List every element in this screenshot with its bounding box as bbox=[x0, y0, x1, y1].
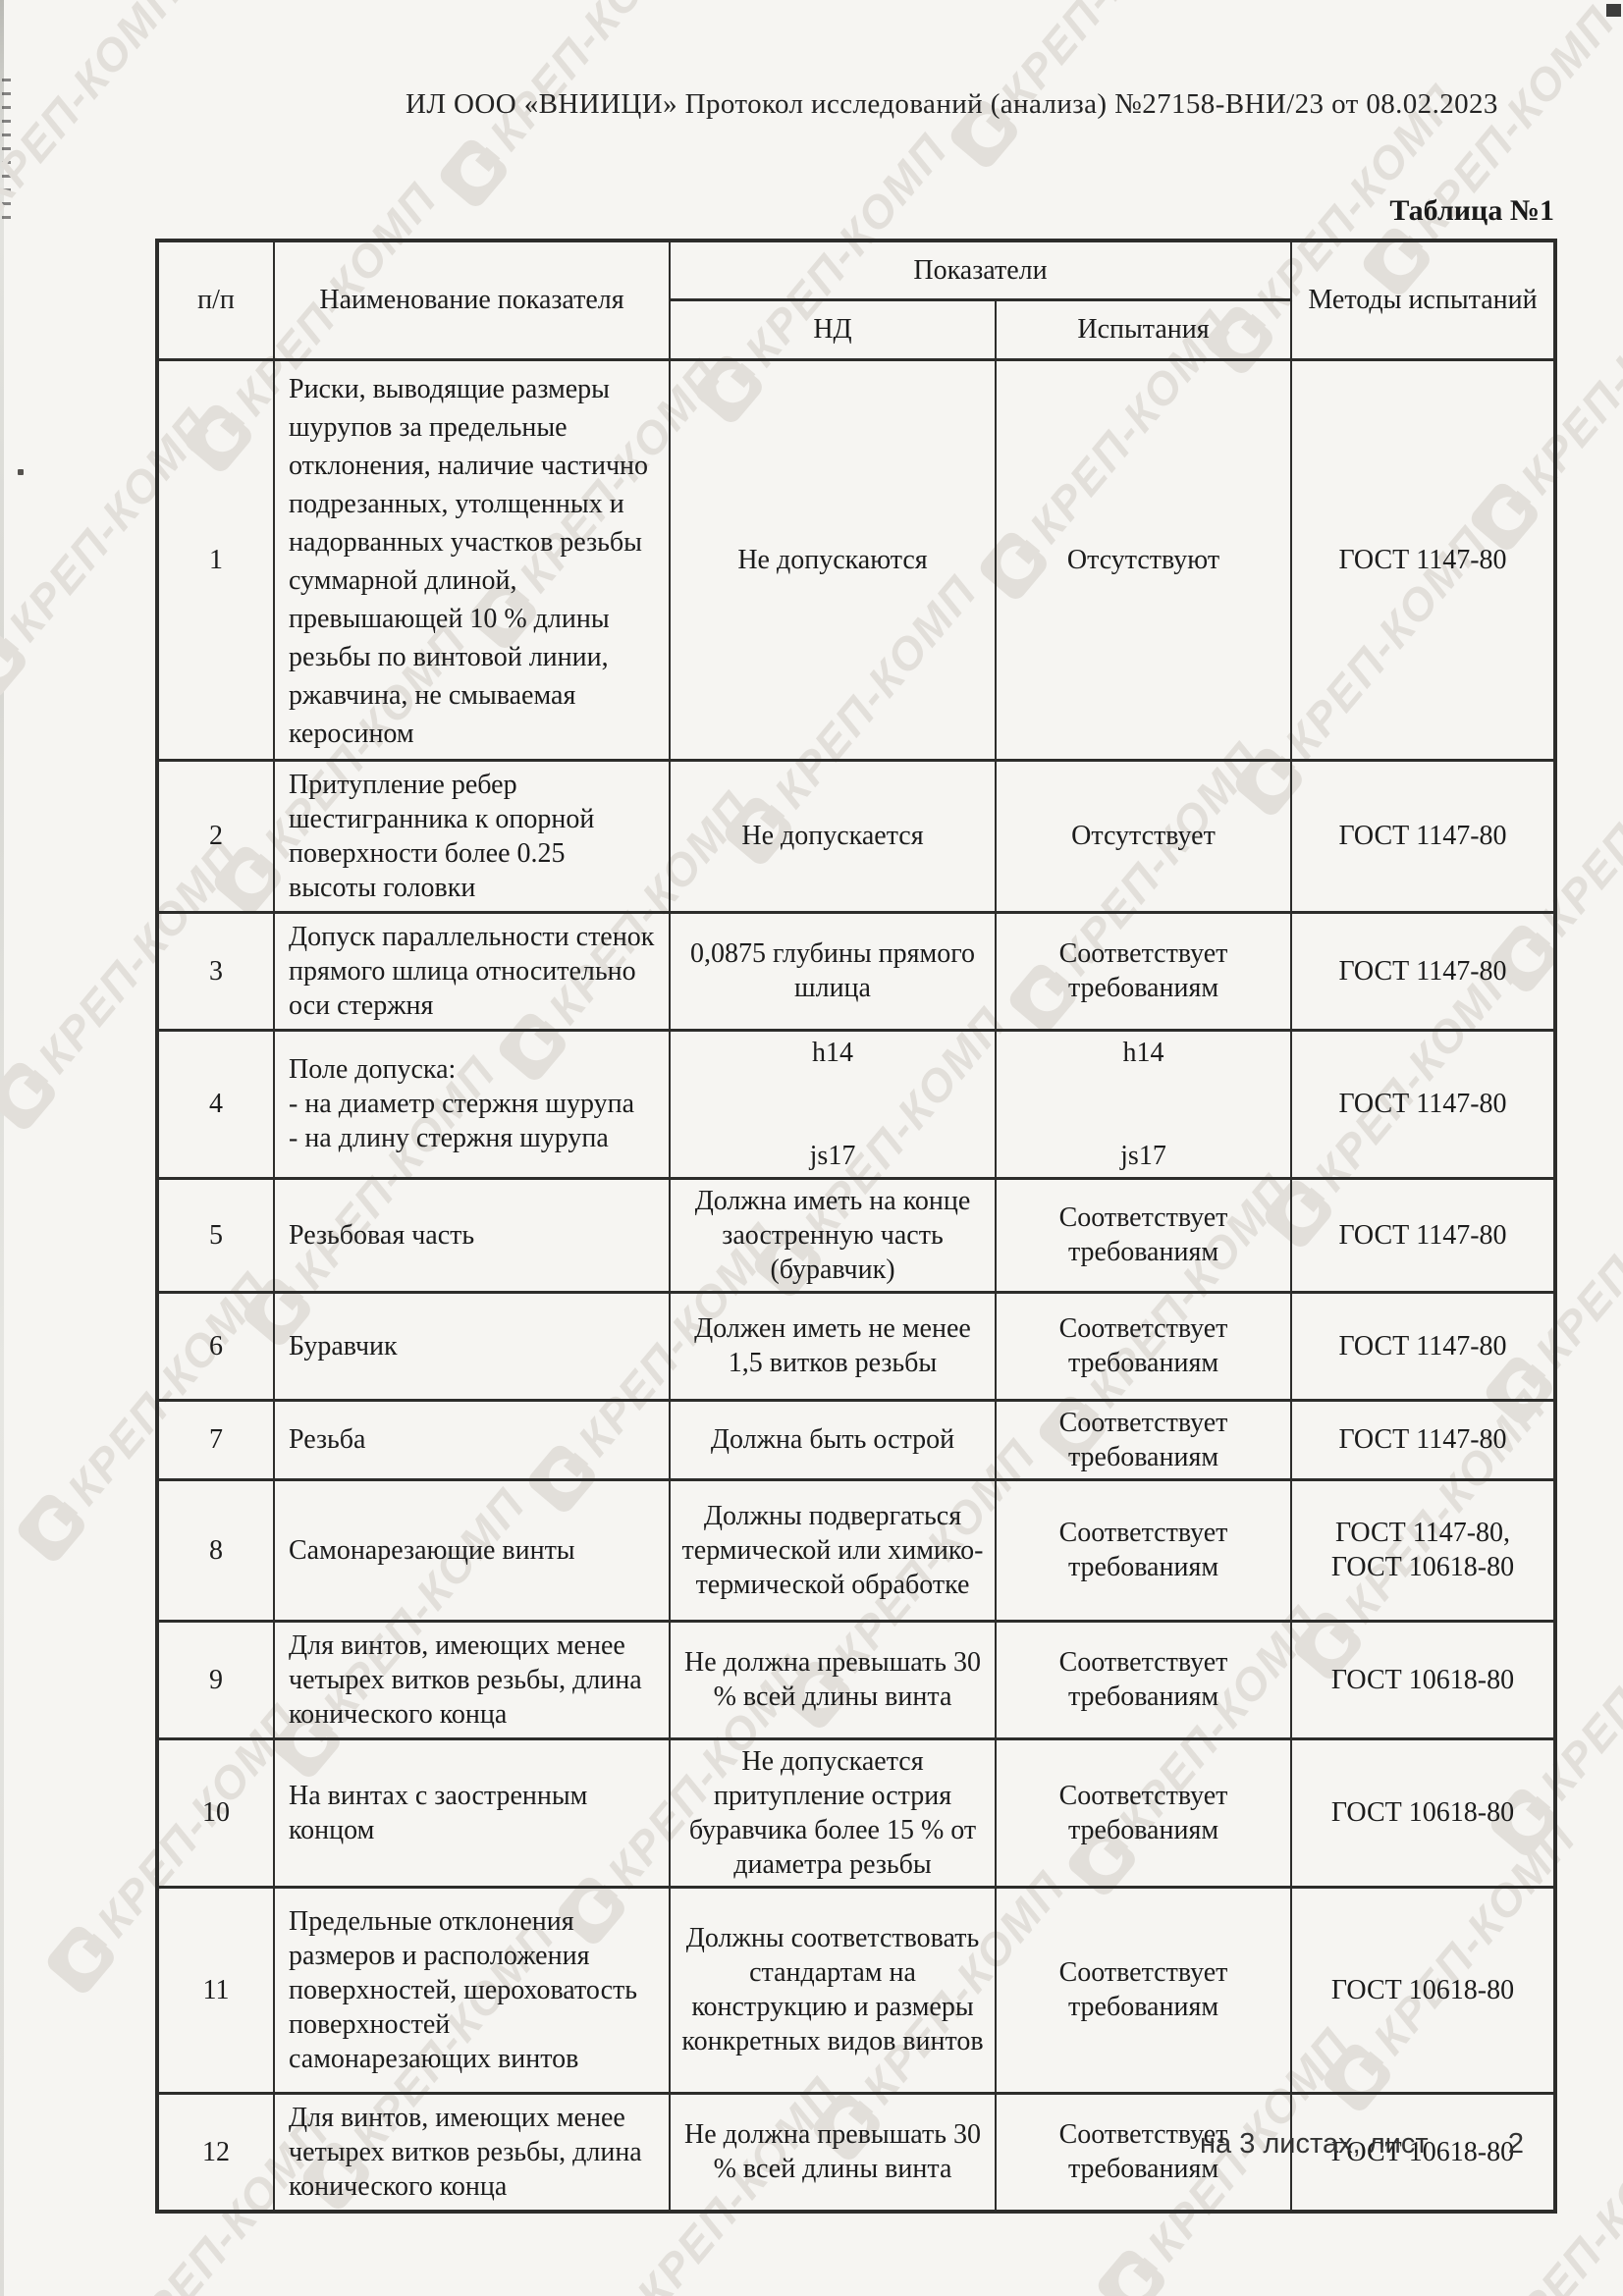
row-num-cell: 1 bbox=[156, 357, 275, 762]
nd-cell: Должна быть острой bbox=[669, 1398, 997, 1481]
method-cell: ГОСТ 1147-80 bbox=[1290, 357, 1556, 762]
method-cell: ГОСТ 10618-80 bbox=[1290, 1736, 1556, 1889]
nd-cell: Должны подвергаться термической или хими… bbox=[669, 1477, 997, 1623]
test-cell: h14 js17 bbox=[995, 1028, 1292, 1180]
nd-cell: Должны соответствовать стандартам на кон… bbox=[669, 1885, 997, 2095]
method-cell: ГОСТ 1147-80 bbox=[1290, 758, 1556, 914]
test-cell: Соответствует требованиям bbox=[995, 1885, 1292, 2095]
method-cell: ГОСТ 1147-80 bbox=[1290, 1176, 1556, 1294]
header-num: п/п bbox=[156, 239, 275, 361]
name-cell: Для винтов, имеющих менее четырех витков… bbox=[273, 2091, 671, 2213]
nd-cell: Не допускаются bbox=[669, 357, 997, 762]
table-row: 12 Для винтов, имеющих менее четырех вит… bbox=[156, 2091, 1556, 2213]
nd-cell: 0,0875 глубины прямого шлица bbox=[669, 910, 997, 1032]
table-row: 2 Притупление ребер шестигранника к опор… bbox=[156, 758, 1556, 914]
corner-scan-mark bbox=[1606, 4, 1621, 17]
nd-cell: Не допускается притупление острия буравч… bbox=[669, 1736, 997, 1889]
row-num-cell: 8 bbox=[156, 1477, 275, 1623]
header-tests: Испытания bbox=[995, 297, 1292, 361]
test-cell: Соответствует требованиям bbox=[995, 1176, 1292, 1294]
row-num-cell: 2 bbox=[156, 758, 275, 914]
table-row: 9 Для винтов, имеющих менее четырех витк… bbox=[156, 1619, 1556, 1740]
test-cell: Соответствует требованиям bbox=[995, 1398, 1292, 1481]
name-cell: Риски, выводящие размеры шурупов за пред… bbox=[273, 357, 671, 762]
test-cell: Соответствует требованиям bbox=[995, 1736, 1292, 1889]
method-cell: ГОСТ 10618-80 bbox=[1290, 1885, 1556, 2095]
method-cell: ГОСТ 10618-80 bbox=[1290, 1619, 1556, 1740]
test-cell: Отсутствует bbox=[995, 758, 1292, 914]
header-name: Наименование показателя bbox=[273, 239, 671, 361]
table-row: 5 Резьбовая часть Должна иметь на конце … bbox=[156, 1176, 1556, 1294]
scan-edge-artifact bbox=[0, 0, 4, 2296]
name-cell: Резьба bbox=[273, 1398, 671, 1481]
footer-page-number: 2 bbox=[1507, 2128, 1524, 2160]
method-cell: ГОСТ 1147-80 bbox=[1290, 1290, 1556, 1402]
name-cell: Самонарезающие винты bbox=[273, 1477, 671, 1623]
header-methods: Методы испытаний bbox=[1290, 239, 1556, 361]
table-header-row-1: п/п Наименование показателя Показатели М… bbox=[156, 239, 1556, 361]
row-num-cell: 6 bbox=[156, 1290, 275, 1402]
header-nd: НД bbox=[669, 297, 997, 361]
footer-sheets-label: на 3 листах, лист bbox=[1200, 2128, 1429, 2160]
name-cell: Резьбовая часть bbox=[273, 1176, 671, 1294]
footer-sheet-info: на 3 листах, лист 2 bbox=[1200, 2128, 1524, 2161]
protocol-table: п/п Наименование показателя Показатели М… bbox=[155, 239, 1557, 2214]
row-num-cell: 5 bbox=[156, 1176, 275, 1294]
test-cell: Соответствует требованиям bbox=[995, 1477, 1292, 1623]
nd-cell: Должна иметь на конце заостренную часть … bbox=[669, 1176, 997, 1294]
table-row: 8 Самонарезающие винты Должны подвергать… bbox=[156, 1477, 1556, 1623]
header-indicators: Показатели bbox=[669, 239, 1292, 301]
row-num-cell: 7 bbox=[156, 1398, 275, 1481]
nd-cell: Должен иметь не менее 1,5 витков резьбы bbox=[669, 1290, 997, 1402]
name-cell: Допуск параллельности стенок прямого шли… bbox=[273, 910, 671, 1032]
row-num-cell: 4 bbox=[156, 1028, 275, 1180]
row-num-cell: 3 bbox=[156, 910, 275, 1032]
row-num-cell: 10 bbox=[156, 1736, 275, 1889]
name-cell: Для винтов, имеющих менее четырех витков… bbox=[273, 1619, 671, 1740]
name-cell: Буравчик bbox=[273, 1290, 671, 1402]
table-row: 11 Предельные отклонения размеров и расп… bbox=[156, 1885, 1556, 2095]
table-caption: Таблица №1 bbox=[1389, 194, 1554, 227]
table-row: 7 Резьба Должна быть острой Соответствуе… bbox=[156, 1398, 1556, 1481]
row-num-cell: 9 bbox=[156, 1619, 275, 1740]
test-cell: Соответствует требованиям bbox=[995, 910, 1292, 1032]
nd-cell: Не должна превышать 30 % всей длины винт… bbox=[669, 2091, 997, 2213]
table-row: 6 Буравчик Должен иметь не менее 1,5 вит… bbox=[156, 1290, 1556, 1402]
table-row: 1 Риски, выводящие размеры шурупов за пр… bbox=[156, 357, 1556, 762]
name-cell: На винтах с заостренным концом bbox=[273, 1736, 671, 1889]
test-cell: Соответствует требованиям bbox=[995, 2091, 1292, 2213]
test-cell: Соответствует требованиям bbox=[995, 1619, 1292, 1740]
nd-cell: Не допускается bbox=[669, 758, 997, 914]
name-cell: Предельные отклонения размеров и располо… bbox=[273, 1885, 671, 2095]
document-header-line: ИЛ ООО «ВНИИЦИ» Протокол исследований (а… bbox=[406, 88, 1498, 120]
table-row: 4 Поле допуска: - на диаметр стержня шур… bbox=[156, 1028, 1556, 1180]
method-cell: ГОСТ 1147-80 bbox=[1290, 1028, 1556, 1180]
method-cell: ГОСТ 1147-80 bbox=[1290, 1398, 1556, 1481]
table-row: 3 Допуск параллельности стенок прямого ш… bbox=[156, 910, 1556, 1032]
row-num-cell: 11 bbox=[156, 1885, 275, 2095]
row-num-cell: 12 bbox=[156, 2091, 275, 2213]
name-cell: Притупление ребер шестигранника к опорно… bbox=[273, 758, 671, 914]
test-cell: Соответствует требованиям bbox=[995, 1290, 1292, 1402]
method-cell: ГОСТ 1147-80, ГОСТ 10618-80 bbox=[1290, 1477, 1556, 1623]
nd-cell: h14 js17 bbox=[669, 1028, 997, 1180]
scan-noise-specks bbox=[2, 79, 11, 226]
scan-noise-dot bbox=[18, 469, 24, 475]
test-cell: Отсутствуют bbox=[995, 357, 1292, 762]
table-row: 10 На винтах с заостренным концом Не доп… bbox=[156, 1736, 1556, 1889]
nd-cell: Не должна превышать 30 % всей длины винт… bbox=[669, 1619, 997, 1740]
method-cell: ГОСТ 1147-80 bbox=[1290, 910, 1556, 1032]
protocol-table-wrapper: п/п Наименование показателя Показатели М… bbox=[155, 239, 1557, 2214]
name-cell: Поле допуска: - на диаметр стержня шуруп… bbox=[273, 1028, 671, 1180]
